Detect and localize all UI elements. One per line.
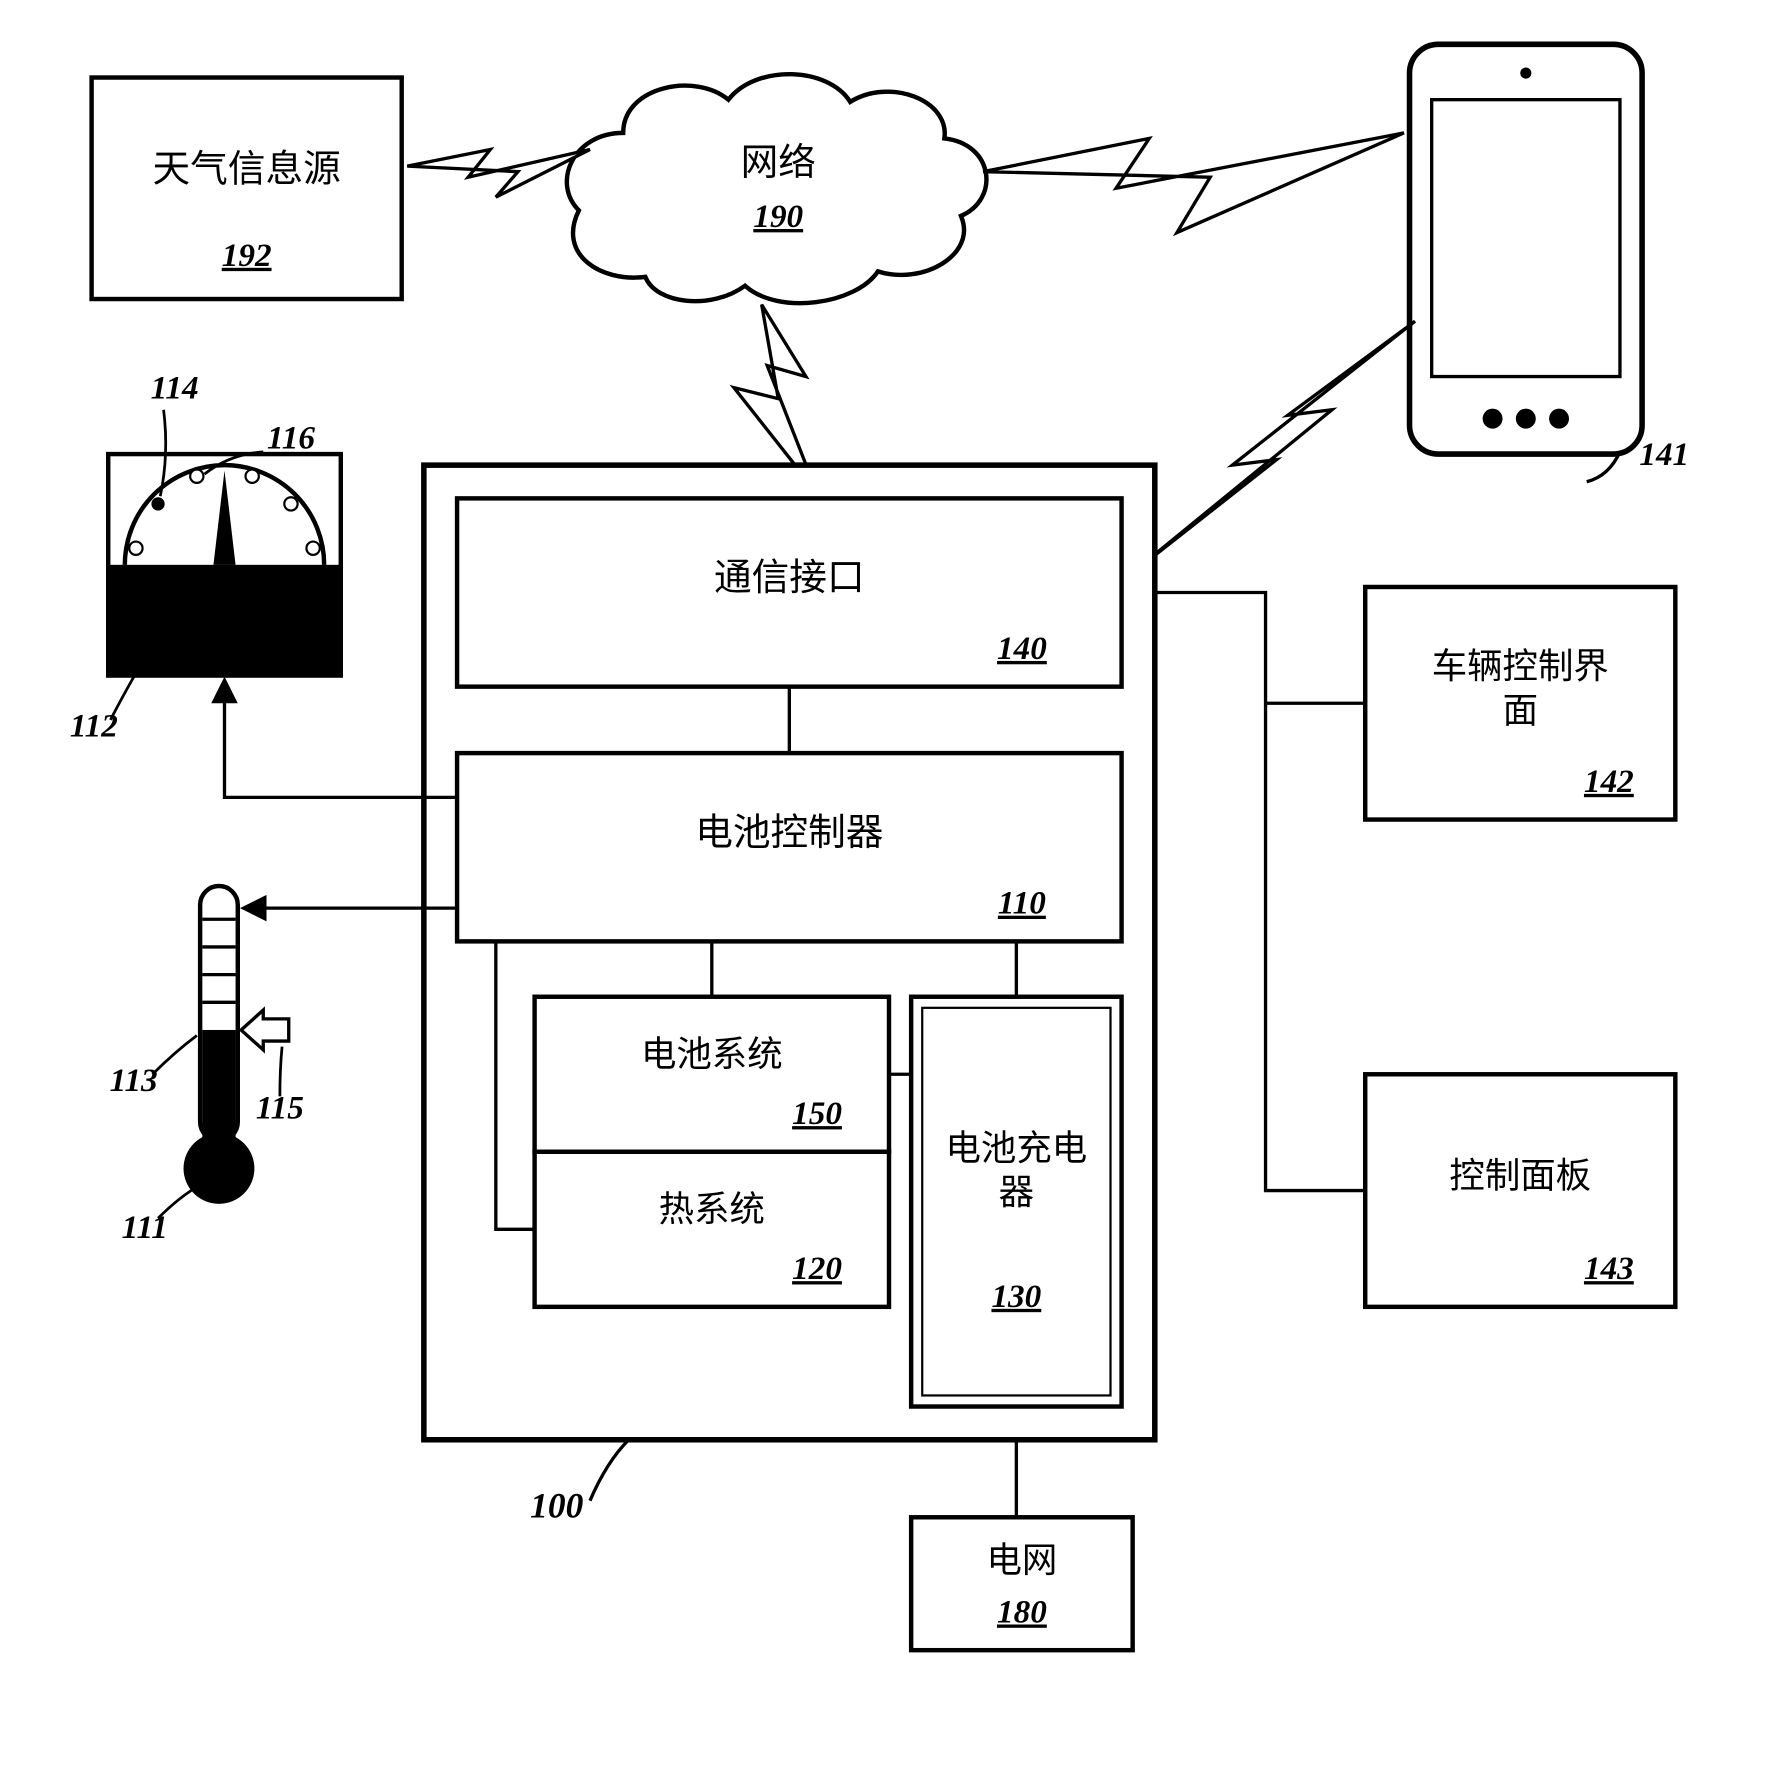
phone-screen	[1432, 100, 1620, 377]
block-phone: 141	[1410, 44, 1690, 481]
thermometer	[184, 886, 289, 1204]
bolt-weather-net	[407, 150, 590, 198]
block-weather: 天气信息源 192	[92, 78, 402, 300]
charger-label-2: 器	[999, 1172, 1034, 1212]
thermal-ref: 120	[792, 1250, 842, 1287]
gauge-tick-2	[151, 497, 164, 510]
thermo-marker-arrow	[241, 1010, 289, 1050]
bolt-net-phone	[983, 133, 1404, 233]
phone-btn-1	[1483, 409, 1503, 429]
block-panel: 控制面板 143	[1365, 1074, 1675, 1307]
battery-sys-ref: 150	[792, 1095, 842, 1132]
callout-115: 115	[256, 1090, 304, 1127]
panel-label: 控制面板	[1449, 1156, 1591, 1196]
thermo-fill	[202, 1030, 235, 1152]
block-grid: 电网 180	[911, 1517, 1133, 1650]
callout-112: 112	[70, 707, 118, 744]
weather-ref: 192	[222, 237, 272, 274]
diagram-canvas: 天气信息源 192 网络 190 141 100 通信接口 140 电池控制器	[0, 0, 1778, 1772]
leader-113	[153, 1036, 197, 1075]
callout-113: 113	[110, 1062, 158, 1099]
block-network: 网络 190	[567, 74, 987, 303]
thermal-label: 热系统	[659, 1189, 765, 1229]
battery-sys-label: 电池系统	[641, 1034, 783, 1074]
block-comms: 通信接口 140	[457, 498, 1121, 686]
phone-earpiece	[1520, 68, 1531, 79]
panel-ref: 143	[1584, 1250, 1634, 1287]
callout-116: 116	[267, 420, 315, 457]
gauge-tick-5	[284, 497, 297, 510]
controller-ref: 110	[998, 885, 1046, 922]
main-ref-leader	[590, 1440, 629, 1501]
callout-114: 114	[151, 370, 199, 407]
main-ref: 100	[530, 1485, 583, 1525]
phone-btn-3	[1549, 409, 1569, 429]
veh-ui-label-1: 车辆控制界	[1432, 646, 1609, 686]
charger-label-1: 电池充电	[946, 1128, 1088, 1168]
bolt-phone-comms	[1122, 321, 1415, 581]
comms-label: 通信接口	[714, 557, 865, 599]
grid-label: 电网	[986, 1540, 1057, 1580]
weather-label: 天气信息源	[153, 148, 341, 190]
block-veh-ui: 车辆控制界 面 142	[1365, 587, 1675, 820]
veh-ui-ref: 142	[1584, 763, 1634, 800]
gauge-fill	[108, 565, 341, 676]
gauge-tick-1	[129, 542, 142, 555]
cloud-shape	[567, 74, 987, 303]
gauge-tick-3	[190, 470, 203, 483]
gauge	[108, 454, 341, 676]
phone-btn-2	[1516, 409, 1536, 429]
block-battery-sys: 电池系统 150	[535, 997, 889, 1152]
grid-ref: 180	[997, 1593, 1047, 1630]
gauge-tick-6	[306, 542, 319, 555]
callout-111: 111	[122, 1209, 168, 1246]
charger-ref: 130	[991, 1278, 1041, 1315]
veh-ui-label-2: 面	[1503, 690, 1538, 730]
gauge-tick-4	[246, 470, 259, 483]
block-controller: 电池控制器 110	[457, 753, 1121, 941]
block-thermal: 热系统 120	[535, 1152, 889, 1307]
network-ref: 190	[753, 198, 803, 235]
phone-ref: 141	[1639, 436, 1689, 473]
block-charger: 电池充电 器 130	[911, 997, 1121, 1407]
comms-ref: 140	[997, 630, 1047, 667]
controller-label: 电池控制器	[695, 812, 883, 854]
conn-bus-right	[1155, 593, 1365, 1191]
network-label: 网络	[741, 142, 816, 184]
